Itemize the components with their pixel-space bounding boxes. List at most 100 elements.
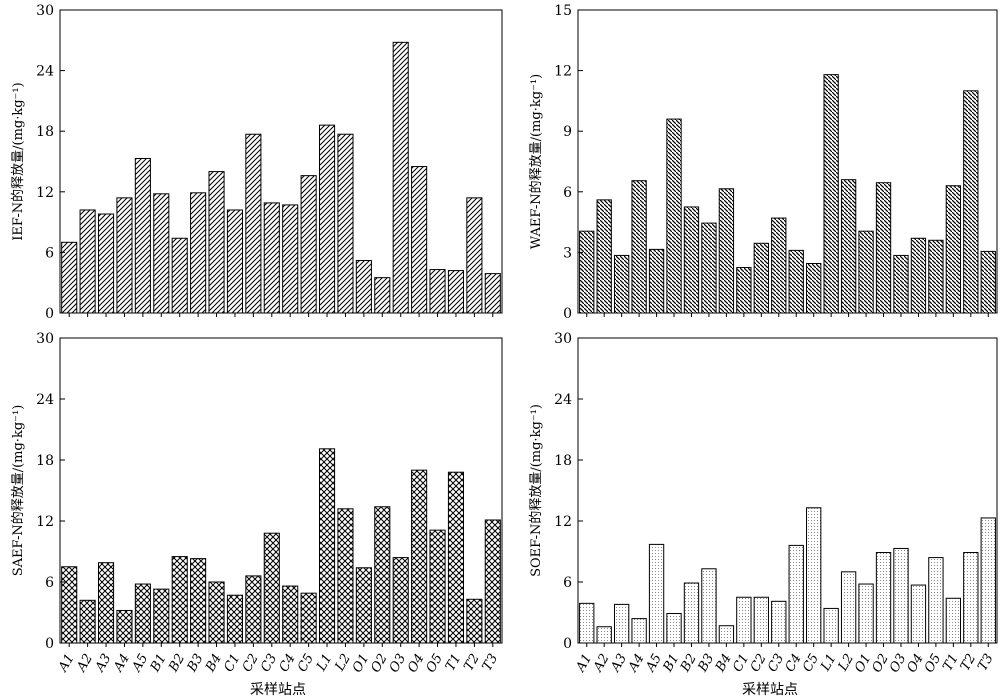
x-tick-label-b1: B1 bbox=[147, 652, 169, 676]
bar-saefn-o3 bbox=[392, 557, 409, 644]
y-tick-label: 6 bbox=[563, 185, 572, 201]
bar-soefn-o4 bbox=[910, 584, 927, 644]
bar-waefn-a5 bbox=[648, 248, 665, 314]
bar-soefn-a1 bbox=[579, 602, 595, 644]
bar-waefn-l2 bbox=[840, 179, 857, 314]
bar-saefn-o1 bbox=[355, 567, 372, 644]
x-tick-label-a1: A1 bbox=[55, 652, 77, 676]
bar-saefn-c4 bbox=[282, 585, 299, 644]
x-tick-label-b2: B2 bbox=[166, 652, 188, 676]
x-tick-label-o3: O3 bbox=[387, 652, 409, 676]
bar-saefn-l1 bbox=[318, 448, 336, 644]
x-tick-label-t2: T2 bbox=[958, 652, 979, 674]
bar-iefn-a3 bbox=[97, 213, 115, 314]
bar-saefn-c5 bbox=[300, 592, 317, 644]
y-tick-label: 12 bbox=[554, 64, 572, 80]
x-tick-label-a5: A5 bbox=[129, 652, 151, 676]
plot-frame bbox=[59, 9, 503, 314]
x-tick-label-o4: O4 bbox=[405, 652, 427, 676]
bar-iefn-b3 bbox=[190, 192, 207, 314]
bar-waefn-c2 bbox=[753, 242, 769, 314]
bar-waefn-a2 bbox=[596, 199, 612, 314]
bar-saefn-a2 bbox=[79, 599, 96, 644]
y-tick-label: 30 bbox=[36, 3, 54, 19]
x-tick-label-a2: A2 bbox=[74, 652, 96, 676]
bar-iefn-l1 bbox=[318, 124, 336, 314]
x-tick-label-b3: B3 bbox=[184, 652, 206, 676]
bar-soefn-c1 bbox=[736, 596, 752, 644]
bar-iefn-c1 bbox=[226, 209, 244, 314]
bar-iefn-t1 bbox=[447, 270, 465, 314]
bar-soefn-c3 bbox=[771, 600, 787, 644]
bar-waefn-o4 bbox=[910, 237, 927, 314]
bar-soefn-l2 bbox=[840, 571, 857, 644]
y-tick-label: 18 bbox=[554, 453, 572, 469]
bar-saefn-a1 bbox=[61, 566, 78, 644]
y-axis-title: SOEF-N的释放量/(mg·kg⁻¹) bbox=[528, 404, 544, 577]
y-tick-label: 0 bbox=[45, 306, 54, 322]
bar-saefn-o2 bbox=[374, 506, 391, 644]
bar-saefn-b2 bbox=[171, 556, 188, 644]
plot-frame bbox=[59, 337, 503, 644]
bar-iefn-c4 bbox=[282, 204, 299, 314]
x-axis-title-right: 采样站点 bbox=[742, 682, 798, 698]
y-tick-label: 18 bbox=[36, 124, 54, 140]
x-tick-label-t3: T3 bbox=[975, 652, 996, 674]
bar-soefn-b3 bbox=[701, 568, 717, 644]
bar-iefn-c3 bbox=[263, 202, 280, 314]
y-tick-label: 24 bbox=[36, 64, 54, 80]
y-tick-label: 0 bbox=[563, 306, 572, 322]
y-axis-title: IEF-N的释放量/(mg·kg⁻¹) bbox=[10, 82, 26, 240]
y-tick-label: 12 bbox=[554, 514, 572, 530]
bar-saefn-b4 bbox=[208, 581, 225, 644]
x-tick-label-c5: C5 bbox=[295, 652, 317, 675]
x-tick-label-b4: B4 bbox=[203, 652, 225, 676]
bar-waefn-b2 bbox=[683, 206, 700, 314]
bar-soefn-t2 bbox=[963, 552, 979, 644]
plot-frame bbox=[577, 337, 998, 644]
bar-waefn-a1 bbox=[579, 230, 595, 314]
y-tick-label: 9 bbox=[563, 124, 572, 140]
bar-soefn-o2 bbox=[875, 552, 892, 644]
x-tick-label-t2: T2 bbox=[461, 652, 482, 674]
bar-iefn-c5 bbox=[300, 175, 317, 314]
y-tick-label: 30 bbox=[36, 331, 54, 347]
bar-iefn-o5 bbox=[429, 269, 446, 314]
y-tick-label: 0 bbox=[563, 636, 572, 652]
y-tick-label: 12 bbox=[36, 514, 54, 530]
bar-soefn-a3 bbox=[613, 603, 630, 644]
bar-saefn-b1 bbox=[153, 588, 170, 644]
x-tick-label-o5: O5 bbox=[424, 652, 446, 676]
x-tick-label-t3: T3 bbox=[480, 652, 501, 674]
bar-waefn-a3 bbox=[613, 254, 630, 314]
bar-waefn-t2 bbox=[963, 90, 979, 314]
bar-waefn-l1 bbox=[823, 74, 839, 314]
plot-frame bbox=[577, 9, 998, 314]
bar-waefn-c4 bbox=[788, 249, 804, 314]
bar-soefn-a5 bbox=[648, 543, 665, 644]
x-tick-label-t1: T1 bbox=[940, 652, 961, 674]
bar-iefn-b4 bbox=[208, 171, 225, 314]
bar-saefn-a4 bbox=[116, 609, 133, 644]
x-tick-label-c4: C4 bbox=[277, 652, 299, 675]
y-tick-label: 12 bbox=[36, 185, 54, 201]
bar-waefn-a4 bbox=[631, 180, 647, 314]
y-tick-label: 15 bbox=[554, 3, 572, 19]
bar-iefn-o4 bbox=[411, 166, 428, 314]
bar-waefn-o1 bbox=[858, 230, 874, 314]
y-tick-label: 6 bbox=[45, 575, 54, 591]
bar-waefn-c3 bbox=[771, 217, 787, 314]
bar-saefn-c3 bbox=[263, 532, 280, 644]
bar-waefn-o2 bbox=[875, 182, 892, 314]
bar-iefn-o2 bbox=[374, 277, 391, 314]
bar-waefn-t3 bbox=[980, 250, 996, 314]
bar-waefn-c5 bbox=[806, 263, 822, 314]
x-tick-label-o2: O2 bbox=[368, 652, 390, 676]
y-axis-title: WAEF-N的释放量/(mg·kg⁻¹) bbox=[528, 74, 544, 249]
bar-saefn-t2 bbox=[466, 598, 483, 644]
bar-waefn-t1 bbox=[945, 185, 962, 314]
bar-saefn-c1 bbox=[226, 594, 244, 644]
chart-saefn: 0 6 12 18 24 30 SAEF-N的释放量/(mg·kg⁻¹) A1A2A3A4A5… bbox=[10, 331, 503, 676]
bar-waefn-o5 bbox=[928, 239, 944, 314]
bar-iefn-t2 bbox=[466, 197, 483, 314]
